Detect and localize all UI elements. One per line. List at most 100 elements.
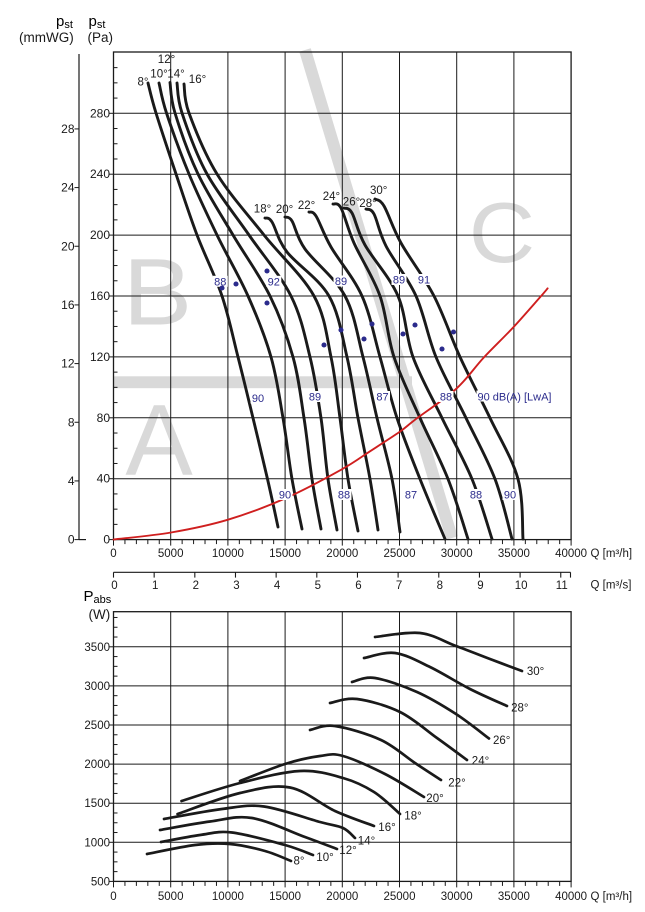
svg-text:2: 2	[193, 580, 199, 592]
svg-text:Q [m³/s]: Q [m³/s]	[591, 580, 632, 592]
svg-text:280: 280	[90, 106, 110, 120]
svg-text:14°: 14°	[358, 836, 375, 848]
svg-text:22°: 22°	[448, 777, 465, 789]
svg-text:24: 24	[61, 181, 75, 195]
svg-text:20000: 20000	[326, 548, 358, 560]
svg-text:2000: 2000	[84, 759, 110, 771]
svg-text:0: 0	[103, 533, 110, 547]
svg-text:12°: 12°	[339, 845, 356, 857]
svg-text:26°: 26°	[493, 735, 510, 747]
svg-text:20: 20	[61, 239, 75, 253]
svg-text:35000: 35000	[498, 891, 530, 903]
svg-text:40000: 40000	[555, 891, 587, 903]
svg-text:A: A	[125, 385, 193, 497]
svg-text:0: 0	[110, 891, 116, 903]
svg-text:1000: 1000	[84, 837, 110, 849]
svg-text:40000: 40000	[555, 548, 587, 560]
svg-text:15000: 15000	[269, 891, 301, 903]
svg-text:B: B	[123, 240, 193, 346]
svg-text:87: 87	[376, 392, 388, 404]
svg-text:8°: 8°	[294, 856, 305, 868]
svg-text:2500: 2500	[84, 720, 110, 732]
svg-text:92: 92	[268, 276, 280, 288]
svg-text:87: 87	[405, 490, 417, 502]
svg-text:90 dB(A) [LwA]: 90 dB(A) [LwA]	[478, 392, 552, 404]
svg-text:8: 8	[437, 580, 443, 592]
svg-text:9: 9	[477, 580, 483, 592]
svg-text:3500: 3500	[84, 642, 110, 654]
svg-text:C: C	[469, 186, 535, 281]
svg-text:1: 1	[152, 580, 158, 592]
svg-text:88: 88	[338, 490, 350, 502]
svg-text:18°: 18°	[404, 811, 421, 823]
svg-text:pst: pst	[89, 13, 106, 31]
svg-text:10: 10	[515, 580, 528, 592]
svg-text:89: 89	[393, 275, 405, 287]
svg-text:90: 90	[504, 490, 516, 502]
svg-text:8°: 8°	[138, 77, 149, 89]
svg-text:91: 91	[418, 275, 430, 287]
svg-text:28°: 28°	[359, 198, 376, 210]
svg-text:90: 90	[279, 490, 291, 502]
svg-text:20°: 20°	[276, 204, 293, 216]
svg-text:16°: 16°	[378, 822, 395, 834]
svg-text:200: 200	[90, 228, 110, 242]
svg-text:12°: 12°	[158, 54, 175, 66]
svg-text:10°: 10°	[150, 69, 167, 81]
svg-text:10000: 10000	[212, 891, 244, 903]
svg-text:11: 11	[556, 580, 568, 592]
svg-text:500: 500	[91, 876, 110, 888]
svg-text:10°: 10°	[316, 852, 333, 864]
svg-text:14°: 14°	[167, 69, 184, 81]
svg-text:1500: 1500	[84, 798, 110, 810]
svg-text:30°: 30°	[527, 666, 544, 678]
svg-text:3: 3	[233, 580, 239, 592]
svg-text:24°: 24°	[323, 191, 340, 203]
svg-text:0: 0	[110, 548, 116, 560]
svg-text:28: 28	[61, 122, 75, 136]
svg-text:25000: 25000	[384, 548, 416, 560]
svg-text:35000: 35000	[498, 548, 530, 560]
svg-text:20000: 20000	[326, 891, 358, 903]
svg-text:10000: 10000	[212, 548, 244, 560]
svg-text:18°: 18°	[254, 204, 271, 216]
svg-text:89: 89	[309, 392, 321, 404]
svg-text:30000: 30000	[441, 891, 473, 903]
svg-text:4: 4	[68, 474, 75, 488]
svg-text:25000: 25000	[384, 891, 416, 903]
svg-text:22°: 22°	[298, 200, 315, 212]
svg-text:90: 90	[252, 393, 264, 405]
svg-text:120: 120	[90, 350, 110, 364]
svg-text:16°: 16°	[189, 74, 206, 86]
svg-text:Q [m³/h]: Q [m³/h]	[591, 891, 633, 903]
svg-text:88: 88	[470, 490, 482, 502]
svg-text:0: 0	[68, 533, 75, 547]
svg-text:24°: 24°	[472, 756, 489, 768]
svg-text:12: 12	[61, 357, 75, 371]
svg-text:(mmWG): (mmWG)	[19, 30, 74, 45]
svg-text:16: 16	[61, 298, 75, 312]
svg-text:40: 40	[97, 472, 111, 486]
svg-text:Q [m³/h]: Q [m³/h]	[591, 548, 633, 560]
svg-text:160: 160	[90, 289, 110, 303]
svg-text:Pabs: Pabs	[84, 588, 112, 606]
svg-text:4: 4	[274, 580, 281, 592]
svg-text:3000: 3000	[84, 681, 110, 693]
svg-text:15000: 15000	[269, 548, 301, 560]
svg-text:7: 7	[396, 580, 402, 592]
svg-text:0: 0	[111, 580, 117, 592]
svg-text:28°: 28°	[511, 703, 528, 715]
svg-text:240: 240	[90, 167, 110, 181]
svg-text:(Pa): (Pa)	[88, 30, 114, 45]
svg-text:30°: 30°	[370, 185, 387, 197]
svg-text:6: 6	[355, 580, 361, 592]
svg-text:30000: 30000	[441, 548, 473, 560]
svg-text:80: 80	[97, 411, 111, 425]
svg-text:88: 88	[214, 276, 226, 288]
svg-text:(W): (W)	[89, 607, 111, 622]
svg-text:5000: 5000	[158, 891, 184, 903]
svg-text:26°: 26°	[343, 197, 360, 209]
svg-text:8: 8	[68, 415, 75, 429]
svg-text:5000: 5000	[158, 548, 184, 560]
svg-text:pst: pst	[56, 13, 73, 31]
